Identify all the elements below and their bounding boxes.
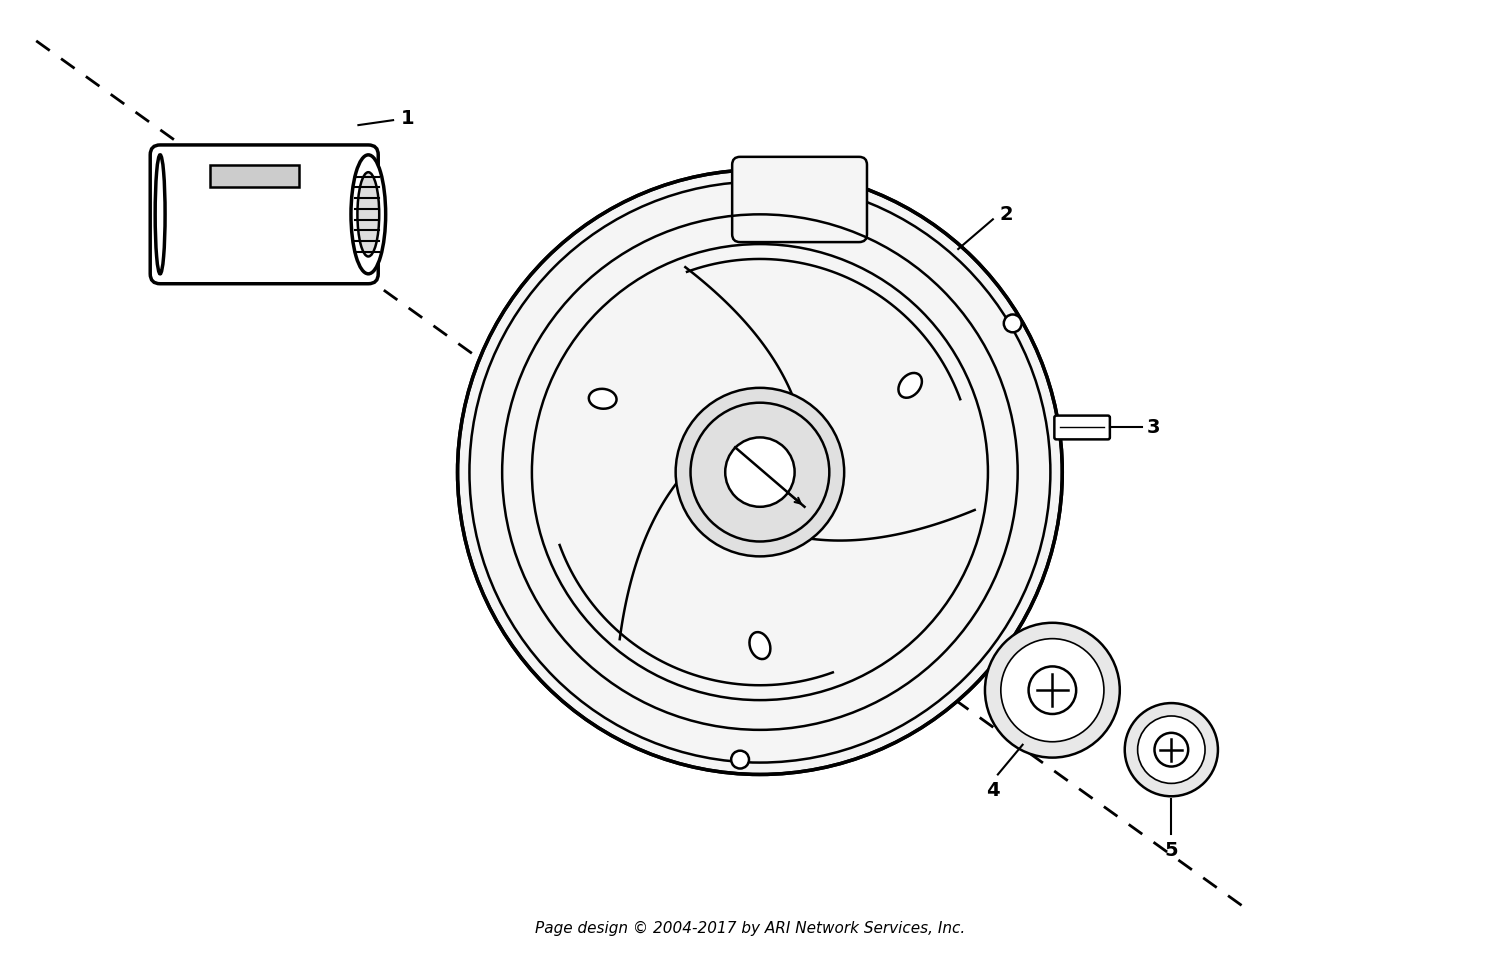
Circle shape xyxy=(724,437,795,507)
Text: 2: 2 xyxy=(1000,205,1014,223)
Circle shape xyxy=(675,388,844,556)
Text: ARI: ARI xyxy=(644,404,856,511)
Ellipse shape xyxy=(351,155,386,274)
Bar xyxy=(210,164,298,187)
Text: 5: 5 xyxy=(1164,841,1178,860)
Ellipse shape xyxy=(898,373,922,397)
Circle shape xyxy=(730,750,748,769)
Text: 1: 1 xyxy=(400,108,414,128)
Text: 4: 4 xyxy=(986,781,999,801)
FancyBboxPatch shape xyxy=(1054,416,1110,439)
Circle shape xyxy=(1029,666,1075,714)
Ellipse shape xyxy=(357,172,380,256)
FancyBboxPatch shape xyxy=(732,157,867,242)
Circle shape xyxy=(1004,314,1022,333)
Circle shape xyxy=(1000,638,1104,742)
Circle shape xyxy=(1125,703,1218,796)
Ellipse shape xyxy=(750,632,771,659)
Circle shape xyxy=(1155,733,1188,767)
Text: Page design © 2004-2017 by ARI Network Services, Inc.: Page design © 2004-2017 by ARI Network S… xyxy=(536,921,964,936)
Ellipse shape xyxy=(590,389,616,409)
FancyBboxPatch shape xyxy=(150,145,378,283)
Circle shape xyxy=(1137,716,1204,783)
Circle shape xyxy=(458,170,1062,775)
Ellipse shape xyxy=(154,155,165,274)
Circle shape xyxy=(986,623,1120,757)
Text: 3: 3 xyxy=(1146,418,1160,437)
